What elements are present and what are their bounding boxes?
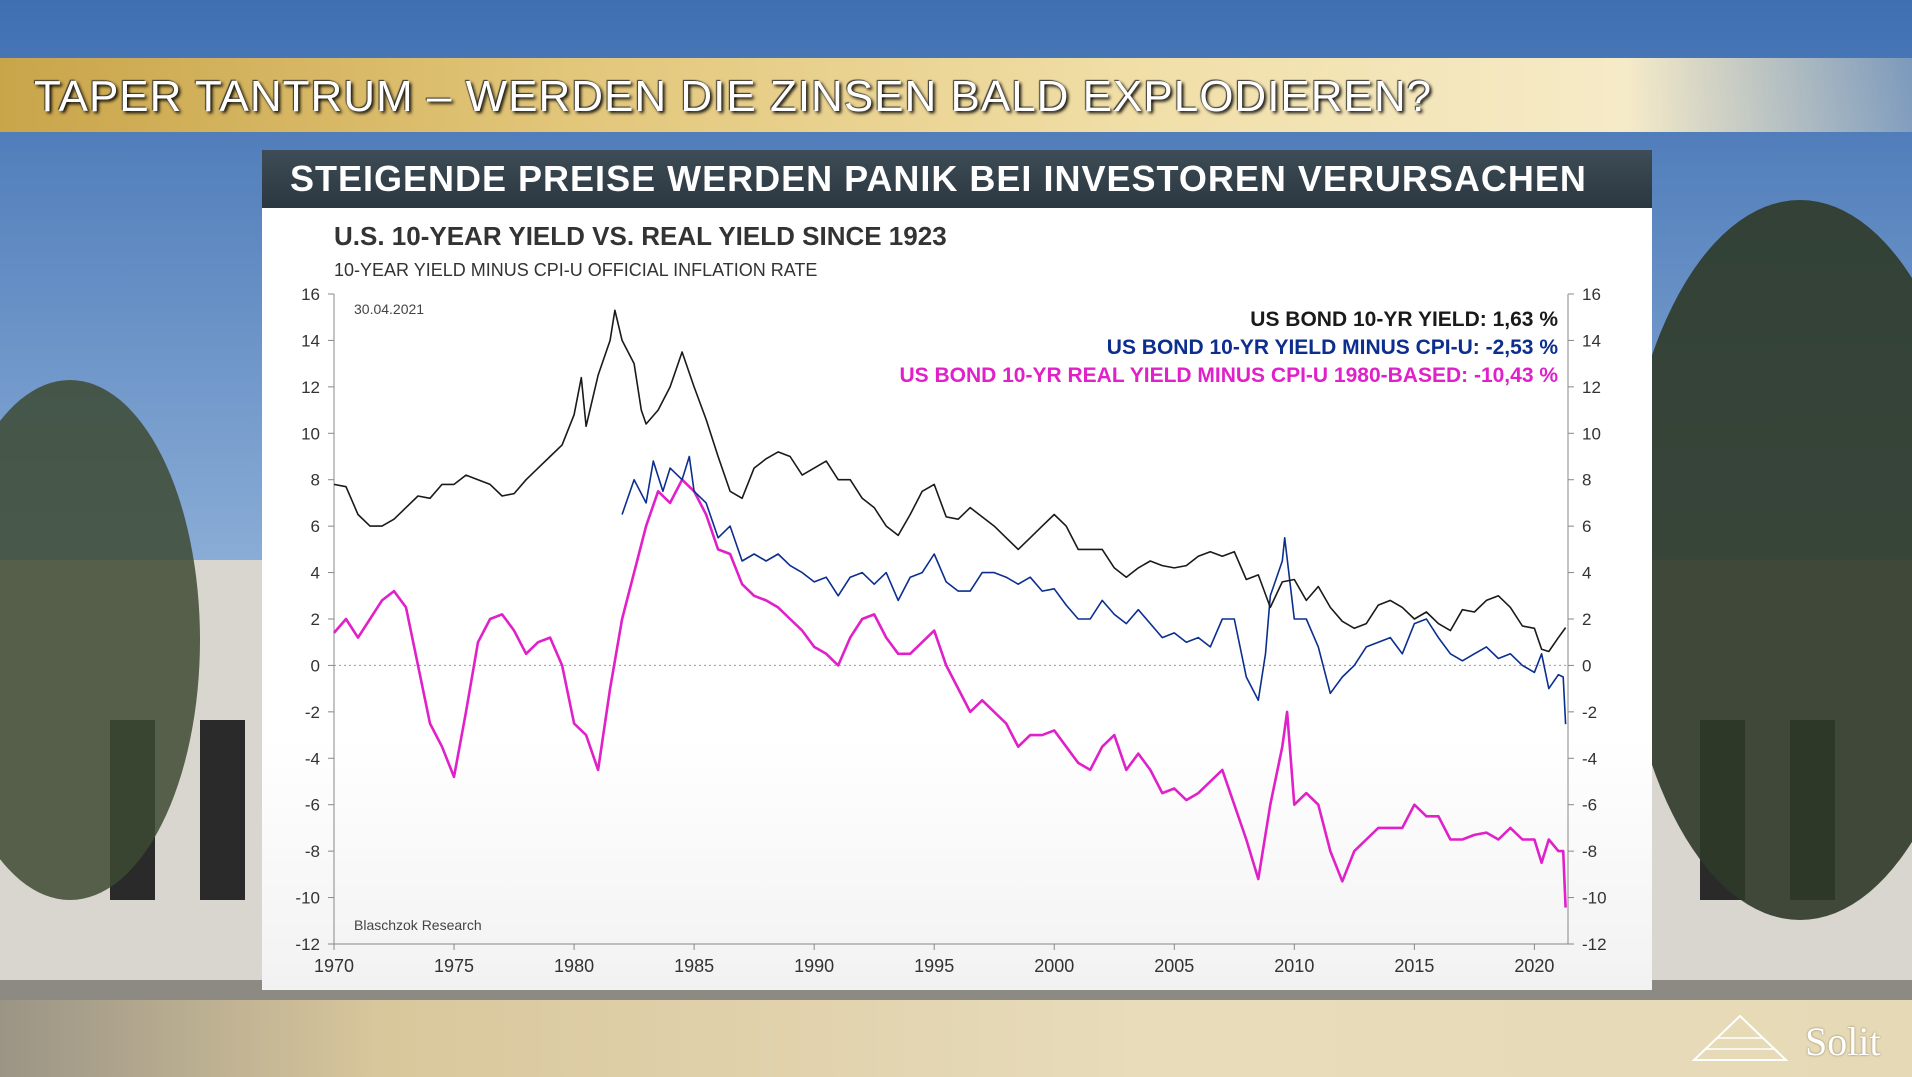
y-tick-label-right: 4	[1582, 564, 1591, 583]
y-tick-label-right: -2	[1582, 703, 1597, 722]
x-tick-label: 2000	[1034, 956, 1074, 976]
y-tick-label-left: 16	[301, 285, 320, 304]
y-tick-label-left: 4	[311, 564, 320, 583]
y-tick-label-left: -8	[305, 842, 320, 861]
series-line-2	[333, 478, 1567, 908]
y-tick-label-right: 6	[1582, 517, 1591, 536]
x-tick-label: 1975	[434, 956, 474, 976]
chart-legend: US BOND 10-YR YIELD: 1,63 % US BOND 10-YR…	[899, 308, 1558, 387]
x-tick-label: 2015	[1394, 956, 1434, 976]
y-tick-label-right: -6	[1582, 796, 1597, 815]
x-tick-label: 1980	[554, 956, 594, 976]
series-line-0	[333, 309, 1567, 653]
y-tick-label-left: -4	[305, 749, 320, 768]
y-tick-label-left: 12	[301, 378, 320, 397]
y-tick-label-right: 16	[1582, 285, 1601, 304]
chart-title: U.S. 10-YEAR YIELD VS. REAL YIELD SINCE …	[334, 221, 947, 251]
y-tick-label-right: 0	[1582, 656, 1591, 675]
solit-logo-text: Solit	[1805, 1019, 1881, 1064]
y-tick-label-left: 2	[311, 610, 320, 629]
y-tick-label-left: -10	[295, 889, 320, 908]
page-title: TAPER TANTRUM – WERDEN DIE ZINSEN BALD E…	[34, 72, 1433, 121]
y-tick-label-right: 8	[1582, 471, 1591, 490]
y-tick-label-right: 14	[1582, 331, 1601, 350]
y-tick-label-right: 10	[1582, 424, 1601, 443]
y-tick-label-left: -6	[305, 796, 320, 815]
title-band	[0, 58, 1912, 132]
chart-subtitle: 10-YEAR YIELD MINUS CPI-U OFFICIAL INFLA…	[334, 260, 817, 280]
chart-panel	[262, 150, 1652, 990]
y-tick-label-right: -4	[1582, 749, 1597, 768]
series-line-1	[621, 455, 1567, 725]
panel-header-title: STEIGENDE PREISE WERDEN PANIK BEI INVEST…	[290, 158, 1587, 199]
y-tick-label-right: -12	[1582, 935, 1607, 954]
pyramid-logo-icon	[1691, 1014, 1789, 1061]
x-tick-label: 2010	[1274, 956, 1314, 976]
y-tick-label-right: 12	[1582, 378, 1601, 397]
y-tick-label-left: 8	[311, 471, 320, 490]
footer-band	[0, 1000, 1912, 1077]
x-tick-label: 2020	[1514, 956, 1554, 976]
x-tick-label: 1985	[674, 956, 714, 976]
panel-header	[262, 150, 1652, 208]
chart-date-label: 30.04.2021	[354, 301, 424, 317]
chart-series	[333, 309, 1567, 908]
chart-source: Blaschzok Research	[354, 917, 482, 933]
y-tick-label-left: 6	[311, 517, 320, 536]
legend-entry-2: US BOND 10-YR REAL YIELD MINUS CPI-U 198…	[899, 364, 1558, 387]
legend-entry-1: US BOND 10-YR YIELD MINUS CPI-U: -2,53 %	[1107, 336, 1559, 359]
legend-entry-0: US BOND 10-YR YIELD: 1,63 %	[1250, 308, 1558, 331]
y-tick-label-right: 2	[1582, 610, 1591, 629]
yield-chart: U.S. 10-YEAR YIELD VS. REAL YIELD SINCE …	[295, 221, 1606, 976]
x-tick-label: 1995	[914, 956, 954, 976]
y-tick-label-right: -8	[1582, 842, 1597, 861]
y-tick-label-right: -10	[1582, 889, 1607, 908]
chart-axes: 16 16 14 14 12 12 10 10 8 8 6 6 4 4 2 2 0 0 -2 -2 -4 -4 -6 -6 -8…	[295, 285, 1606, 976]
x-tick-label: 1970	[314, 956, 354, 976]
y-tick-label-left: 14	[301, 331, 320, 350]
y-tick-label-left: 10	[301, 424, 320, 443]
y-tick-label-left: -2	[305, 703, 320, 722]
x-tick-label: 2005	[1154, 956, 1194, 976]
y-tick-label-left: -12	[295, 935, 320, 954]
y-tick-label-left: 0	[311, 656, 320, 675]
x-tick-label: 1990	[794, 956, 834, 976]
